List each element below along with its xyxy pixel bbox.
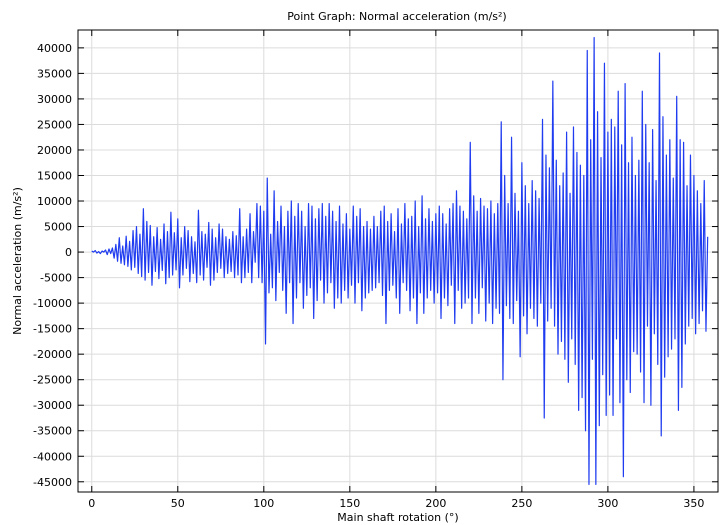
y-tick-label: 5000 <box>44 221 72 234</box>
y-axis-label: Normal acceleration (m/s²) <box>11 187 24 335</box>
x-tick-label: 250 <box>511 497 532 510</box>
x-tick-label: 350 <box>683 497 704 510</box>
series-line <box>91 37 709 485</box>
y-tick-label: 15000 <box>37 169 72 182</box>
y-tick-label: 40000 <box>37 42 72 55</box>
y-tick-label: 20000 <box>37 144 72 157</box>
series-layer <box>91 37 709 485</box>
x-tick-label: 150 <box>339 497 360 510</box>
x-tick-label: 300 <box>597 497 618 510</box>
y-tick-label: -15000 <box>33 323 72 336</box>
x-tick-label: 200 <box>425 497 446 510</box>
y-tick-label: 30000 <box>37 93 72 106</box>
x-tick-label: 100 <box>253 497 274 510</box>
y-tick-label: -30000 <box>33 399 72 412</box>
y-tick-label: 0 <box>65 246 72 259</box>
y-tick-label: -20000 <box>33 348 72 361</box>
x-tick-label: 0 <box>88 497 95 510</box>
y-tick-label: 10000 <box>37 195 72 208</box>
y-tick-label: -40000 <box>33 450 72 463</box>
y-tick-label: 35000 <box>37 67 72 80</box>
y-tick-label: -35000 <box>33 425 72 438</box>
y-axis-ticks: 40000 35000 30000 25000 20000 15000 10000 5000 0… <box>33 42 718 489</box>
y-tick-label: -45000 <box>33 476 72 489</box>
x-axis-label: Main shaft rotation (°) <box>337 511 458 524</box>
y-tick-label: -10000 <box>33 297 72 310</box>
y-tick-label: 25000 <box>37 118 72 131</box>
chart-grid <box>78 30 718 492</box>
x-tick-label: 50 <box>171 497 185 510</box>
plot-frame <box>77 29 719 493</box>
y-tick-label: -5000 <box>40 272 72 285</box>
y-tick-label: -25000 <box>33 374 72 387</box>
chart-title: Point Graph: Normal acceleration (m/s²) <box>287 10 506 23</box>
x-axis-ticks: 0 50 100 150 200 250 300 350 <box>88 30 704 510</box>
